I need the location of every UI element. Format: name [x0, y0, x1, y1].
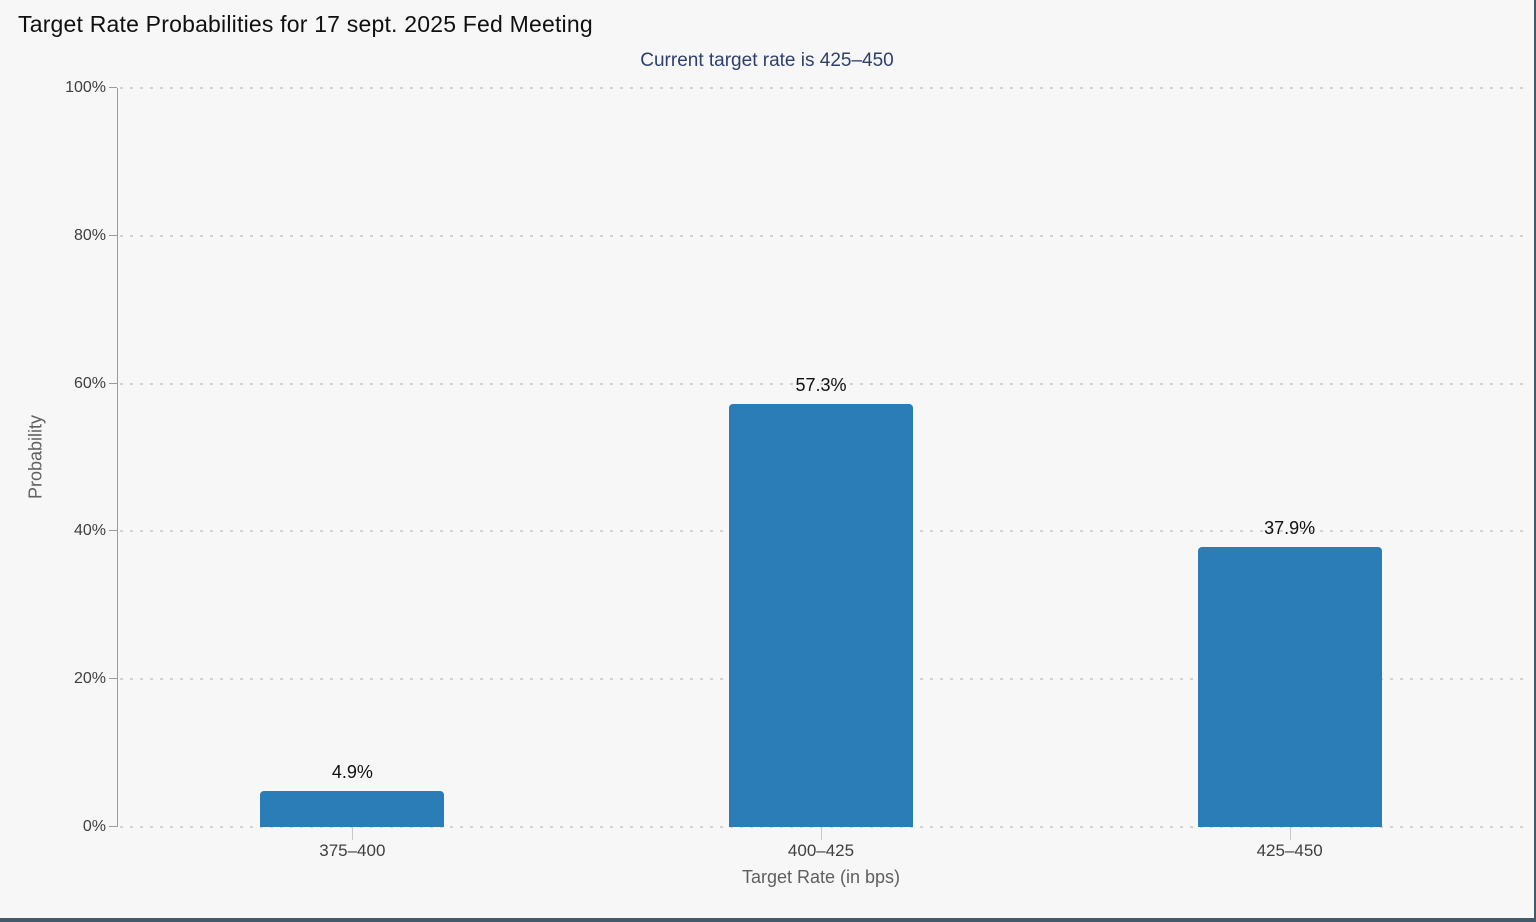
y-tick-label: 20%	[73, 670, 106, 688]
bar[interactable]	[1197, 546, 1382, 827]
x-tick-label: 400–425	[787, 841, 855, 860]
y-gridline	[120, 87, 1524, 89]
bar[interactable]	[729, 403, 913, 827]
x-tick-label: 425–450	[1256, 841, 1323, 860]
x-tick-label: 375–400	[319, 841, 386, 860]
y-tick-mark	[109, 678, 117, 680]
bar-value-label: 4.9%	[331, 761, 373, 782]
y-tick-mark	[109, 530, 117, 532]
chart-title: Target Rate Probabilities for 17 sept. 2…	[18, 11, 593, 37]
y-tick-label: 80%	[73, 226, 106, 244]
x-tick-mark	[352, 827, 354, 840]
y-axis-line	[117, 88, 118, 827]
chart-subtitle: Current target rate is 425–450	[640, 50, 894, 71]
x-tick-mark	[1289, 827, 1291, 840]
bar-value-label: 37.9%	[1264, 517, 1316, 538]
y-tick-label: 60%	[73, 374, 106, 392]
y-gridline	[120, 234, 1524, 237]
y-gridline	[120, 382, 1524, 385]
x-tick-mark	[821, 827, 822, 840]
bar-value-label: 57.3%	[795, 374, 847, 395]
y-tick-mark	[109, 826, 117, 827]
plot-area: 0% 20% 40% 60% 80% 100% 4.9% 375–400 57.3% 400–42…	[65, 79, 1524, 860]
y-gridline	[120, 826, 1524, 828]
y-axis-title: Probability	[25, 414, 46, 500]
x-axis-title: Target Rate (in bps)	[741, 867, 901, 887]
y-tick-mark	[109, 234, 117, 236]
y-tick-label: 40%	[73, 522, 106, 540]
y-tick-label: 100%	[65, 79, 106, 96]
y-tick-mark	[109, 87, 117, 88]
bar[interactable]	[260, 790, 445, 827]
y-tick-mark	[109, 382, 117, 384]
y-tick-label: 0%	[82, 818, 106, 835]
